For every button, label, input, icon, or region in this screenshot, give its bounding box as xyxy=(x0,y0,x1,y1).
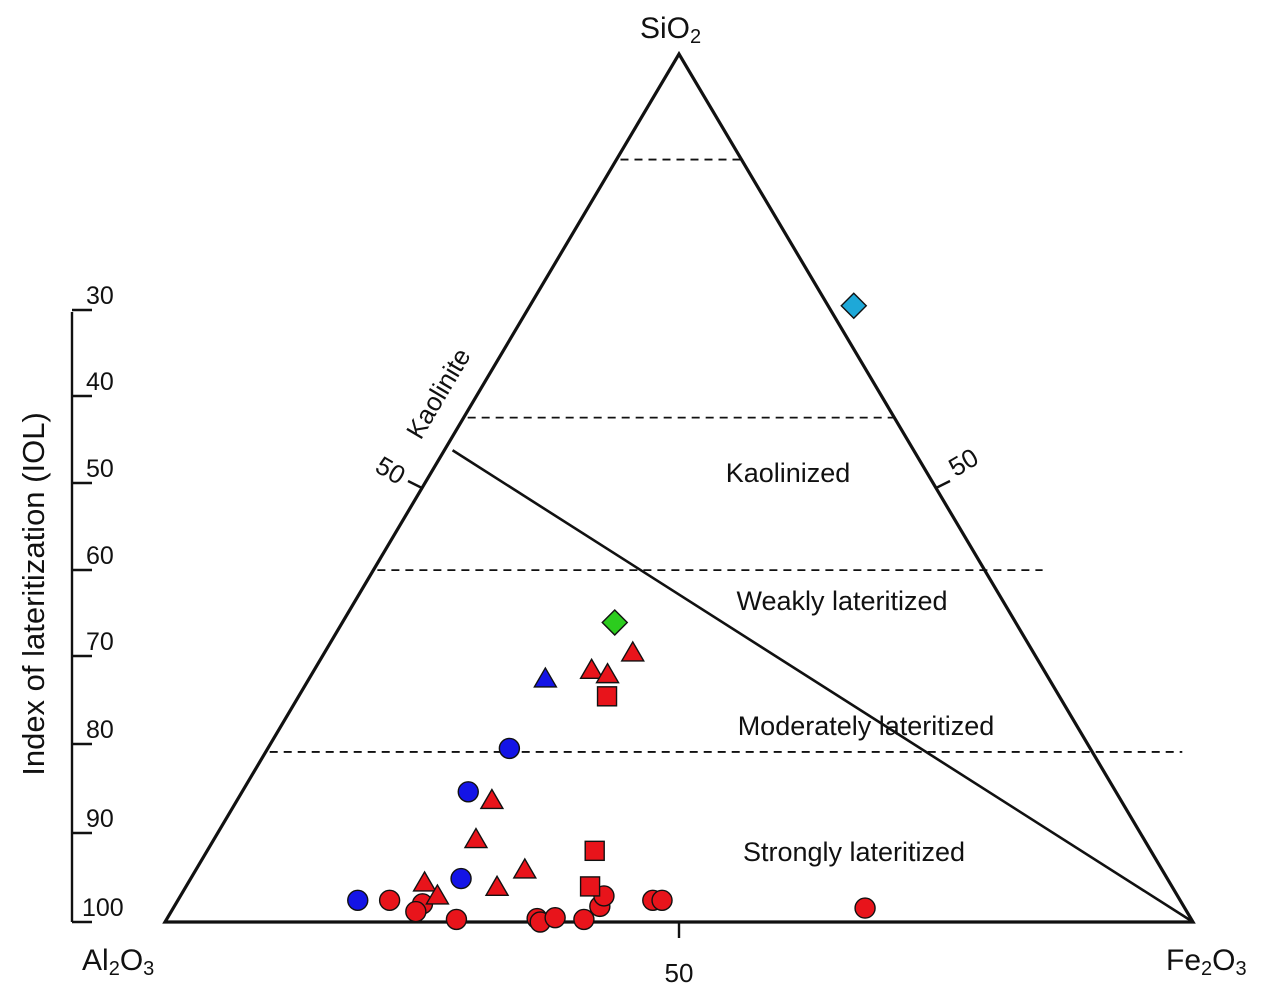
iol-tick-label: 90 xyxy=(86,805,114,833)
left-edge-tick-label: 50 xyxy=(370,450,410,491)
data-point-circle xyxy=(445,908,468,931)
iol-axis-label: Index of lateritization (IOL) xyxy=(16,412,51,776)
data-point-circle xyxy=(457,781,479,803)
ternary-triangle xyxy=(162,50,1196,924)
data-point-circle xyxy=(544,906,566,929)
vertex-label-al2o3-sub1: 2 xyxy=(109,958,120,980)
data-point-square xyxy=(584,840,605,862)
iol-tick-label: 100 xyxy=(82,894,124,922)
data-point-circle xyxy=(347,889,369,911)
data-points xyxy=(347,292,876,933)
vertex-label-al2o3-mid: O xyxy=(120,944,143,977)
vertex-label-fe2o3-main: Fe xyxy=(1166,944,1201,977)
vertex-label-al2o3: Al2O3 xyxy=(82,944,154,980)
zone-label: Weakly lateritized xyxy=(736,586,947,616)
data-point-circle xyxy=(450,867,472,890)
zone-label: Strongly lateritized xyxy=(743,837,965,867)
data-point-triangle xyxy=(512,857,538,879)
bottom-edge-tick-label: 50 xyxy=(665,958,694,988)
data-point-circle xyxy=(498,737,521,760)
vertex-labels: SiO2 Al2O3 Fe2O3 xyxy=(82,12,1247,980)
iol-tick-label: 40 xyxy=(86,368,114,396)
data-point-triangle xyxy=(463,827,489,849)
data-point-triangle xyxy=(579,657,604,679)
iol-tick-label: 50 xyxy=(86,455,114,483)
vertex-label-sio2-main: SiO xyxy=(640,12,690,45)
data-point-triangle xyxy=(595,662,620,684)
left-edge-tick xyxy=(407,479,423,490)
vertex-label-sio2: SiO2 xyxy=(640,12,701,48)
iol-tick-label: 60 xyxy=(86,542,114,570)
data-point-triangle xyxy=(479,788,505,810)
vertex-label-sio2-sub: 2 xyxy=(690,26,701,48)
kaolinite-label: Kaolinite xyxy=(400,343,477,444)
data-point-circle xyxy=(854,897,876,919)
vertex-label-fe2o3-mid: O xyxy=(1212,944,1235,977)
iol-tick-label: 70 xyxy=(86,628,114,656)
data-point-circle xyxy=(378,889,401,911)
vertex-label-al2o3-main: Al xyxy=(82,944,109,977)
vertex-label-fe2o3-sub1: 2 xyxy=(1201,958,1212,980)
zone-label: Kaolinized xyxy=(726,458,851,488)
iol-tick-label: 30 xyxy=(86,282,114,310)
kaolinite-group: Kaolinite xyxy=(400,343,1194,924)
zone-label: Moderately lateritized xyxy=(738,711,995,741)
data-point-triangle xyxy=(412,870,437,892)
data-point-triangle xyxy=(533,666,558,688)
data-point-circle xyxy=(405,900,427,923)
kaolinite-line xyxy=(451,449,1194,924)
data-point-triangle xyxy=(425,883,450,905)
right-edge-tick xyxy=(935,479,951,490)
zone-boundaries: Kaolinized Weakly lateritized Moderately l… xyxy=(269,158,1183,867)
iol-axis: Index of lateritization (IOL) 30 40 50 60 70… xyxy=(16,282,124,924)
data-point-diamond xyxy=(601,609,629,637)
vertex-label-fe2o3-sub2: 3 xyxy=(1235,958,1246,980)
right-edge-tick-label: 50 xyxy=(943,442,983,483)
data-point-triangle xyxy=(484,874,510,896)
vertex-label-al2o3-sub2: 3 xyxy=(143,958,154,980)
data-point-triangle xyxy=(620,640,645,662)
data-point-circle xyxy=(651,889,673,911)
data-point-square xyxy=(596,686,618,707)
data-point-square xyxy=(579,876,601,897)
ternary-frame: 50 50 50 xyxy=(162,50,1196,988)
data-point-diamond xyxy=(840,292,868,320)
data-point-circle xyxy=(573,908,595,931)
iol-tick-label: 80 xyxy=(86,716,114,744)
vertex-label-fe2o3: Fe2O3 xyxy=(1166,944,1247,980)
